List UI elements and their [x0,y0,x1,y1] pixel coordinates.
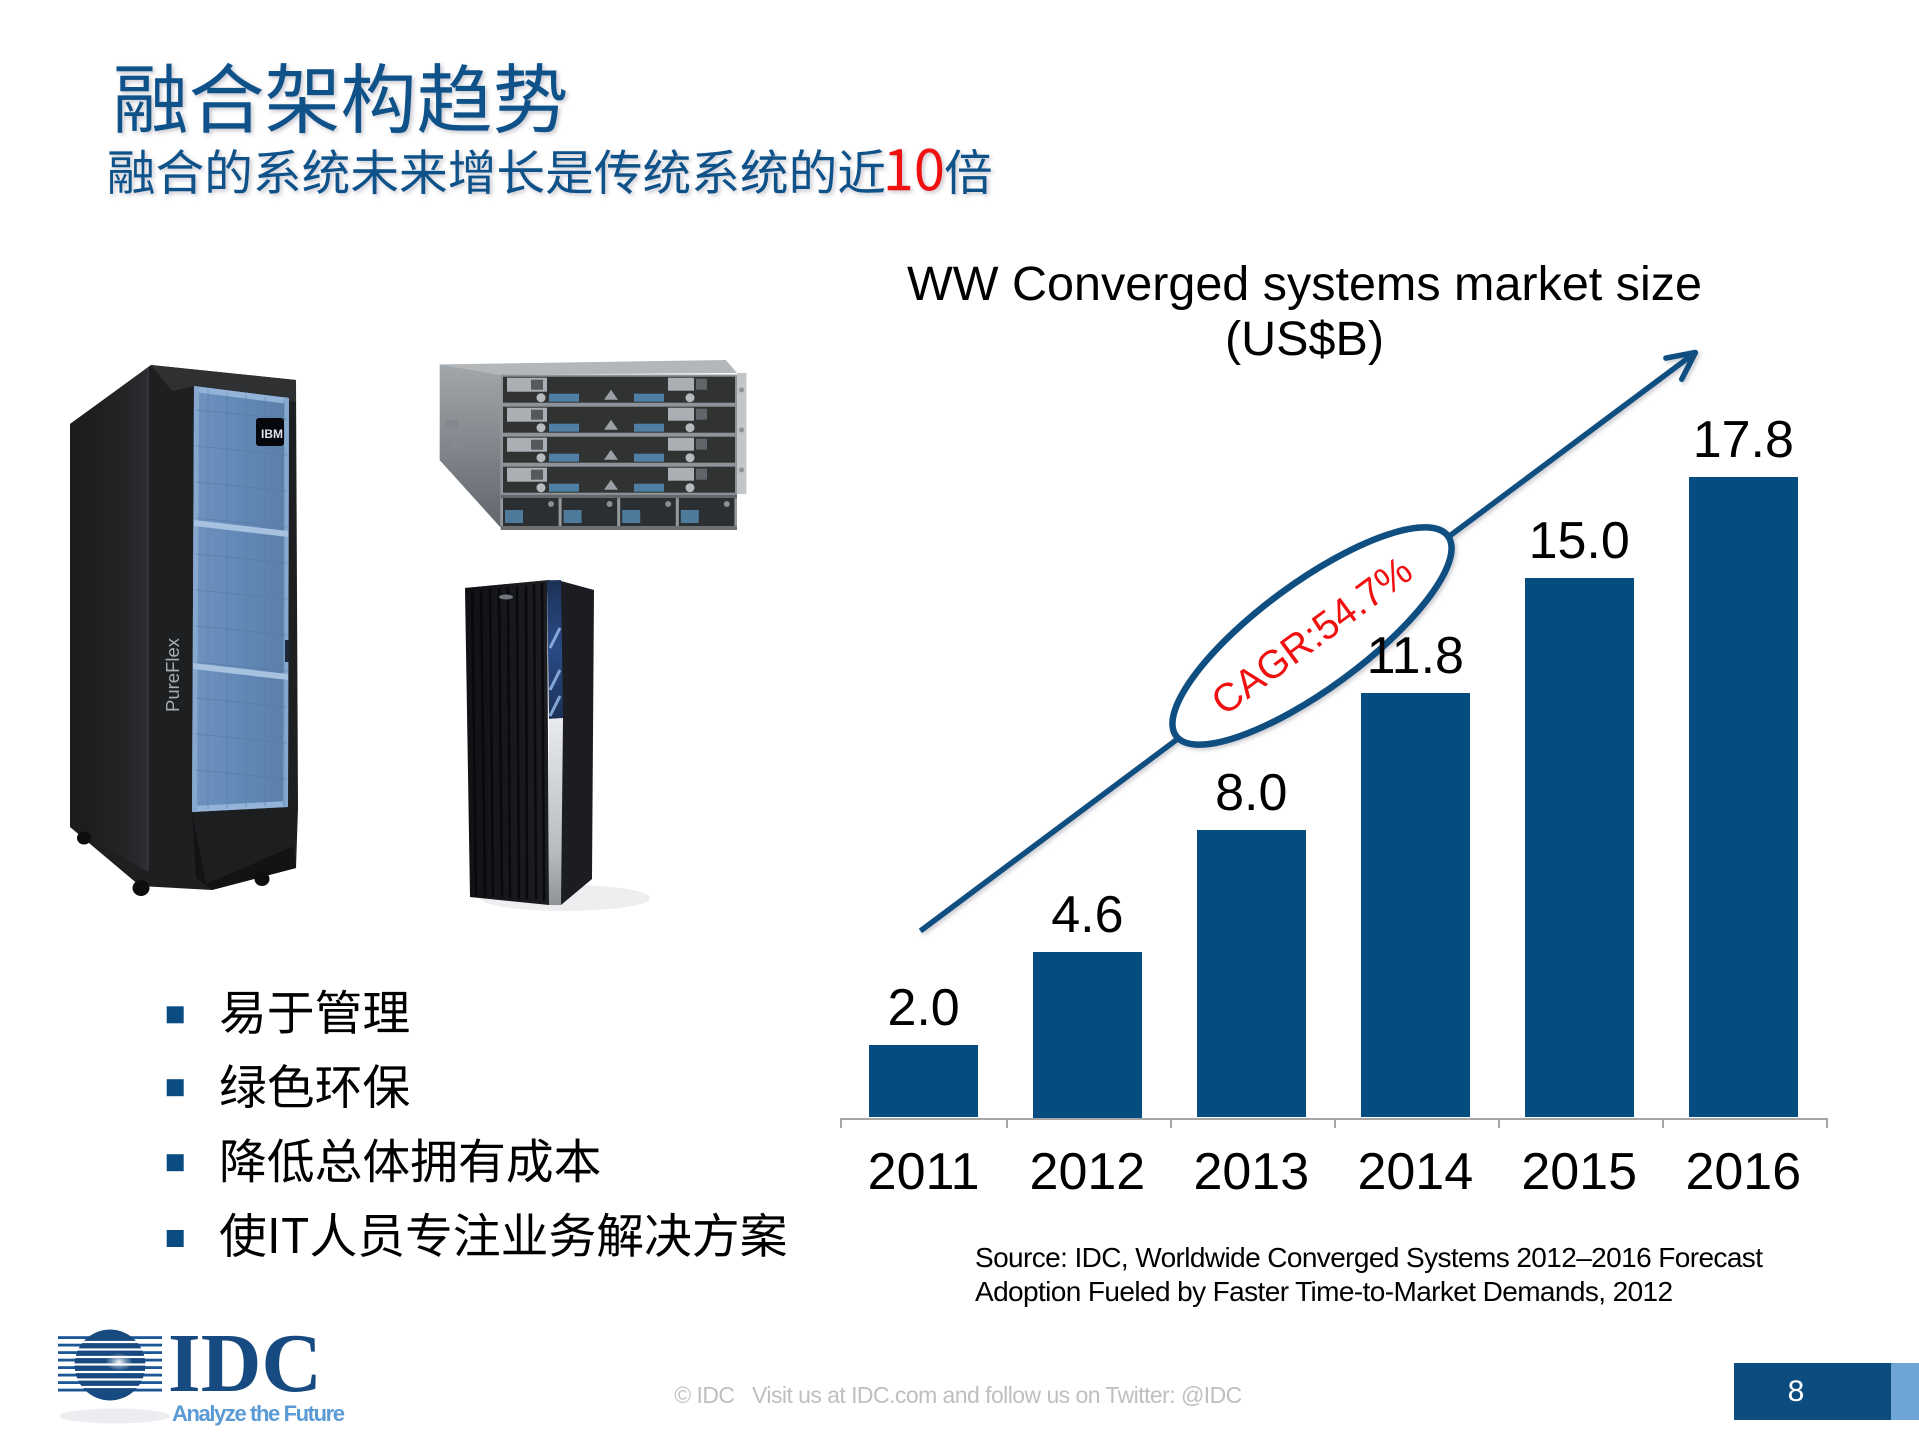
svg-text:Analyze the Future: Analyze the Future [172,1401,345,1426]
svg-text:IBM: IBM [261,427,283,441]
svg-text:PureFlex: PureFlex [162,637,183,712]
svg-text:IDC: IDC [168,1320,322,1410]
